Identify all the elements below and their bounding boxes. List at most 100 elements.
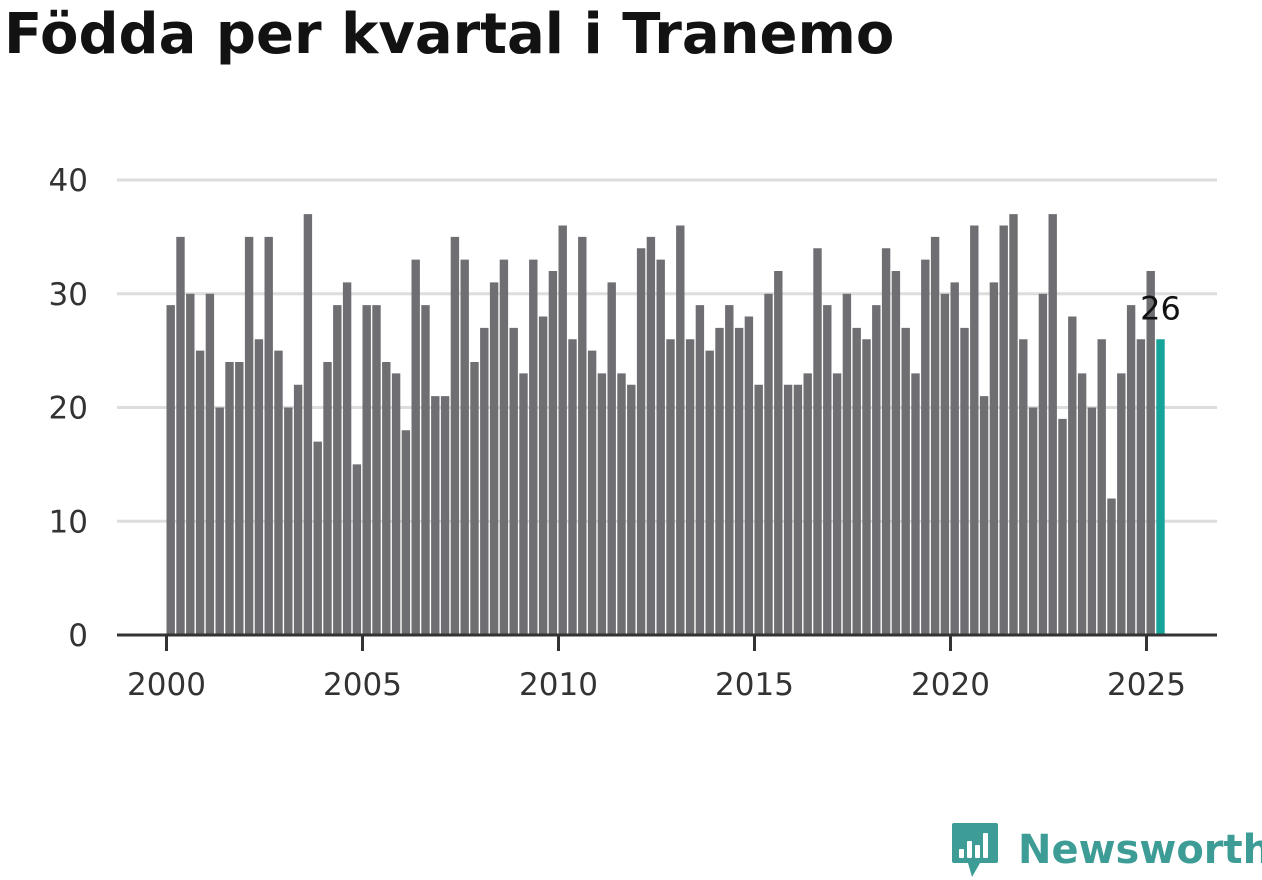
bar (852, 327, 861, 635)
bar (568, 339, 577, 635)
y-tick-label: 10 (49, 504, 88, 540)
bar (303, 214, 313, 635)
bar (715, 327, 724, 635)
bar (1048, 214, 1057, 635)
bar (617, 373, 626, 635)
bar (1058, 418, 1067, 635)
bar (725, 305, 734, 635)
bar (960, 327, 969, 635)
bar (597, 373, 607, 635)
bar (186, 293, 195, 635)
bar (1097, 339, 1106, 635)
y-tick-label: 20 (49, 391, 88, 427)
bar (313, 441, 322, 635)
bar (362, 305, 371, 635)
bar (705, 350, 714, 635)
bar (891, 271, 901, 635)
bar (333, 305, 342, 635)
bar (431, 396, 440, 635)
bar (166, 305, 175, 635)
bar (911, 373, 920, 635)
x-tick-label: 2015 (715, 667, 794, 703)
bar (1068, 316, 1077, 635)
bar (734, 327, 744, 635)
bar (940, 293, 950, 635)
bar (813, 248, 822, 635)
bar-highlight (1156, 339, 1165, 635)
x-tick-label: 2000 (127, 667, 206, 703)
brand-logo[interactable]: Newsworthy (950, 820, 1262, 880)
bar (803, 373, 812, 635)
bar (607, 282, 616, 635)
y-tick-label: 0 (68, 618, 88, 654)
bar (293, 384, 303, 635)
bar (274, 350, 283, 635)
bar (215, 407, 224, 635)
x-tick-label: 2025 (1107, 667, 1186, 703)
bar (764, 293, 773, 635)
bar (519, 373, 528, 635)
bar (1009, 214, 1018, 635)
bar (244, 236, 254, 635)
bar (656, 259, 665, 635)
bar (1117, 373, 1126, 635)
bar (999, 225, 1008, 635)
bar (284, 407, 293, 635)
bar (558, 225, 567, 635)
bar (205, 293, 215, 635)
brand-name: Newsworthy (1018, 827, 1262, 873)
bar (823, 305, 832, 635)
bar (1019, 339, 1028, 635)
bar (372, 305, 381, 635)
bar (666, 339, 675, 635)
bar (774, 271, 783, 635)
bar (587, 350, 597, 635)
y-axis: 0 10 20 30 40 (49, 163, 88, 654)
bar (979, 396, 989, 635)
newsworthy-chart-bubble-icon (952, 823, 998, 877)
bar (1038, 293, 1048, 635)
bar (950, 282, 959, 635)
bar (489, 282, 499, 635)
bar (636, 248, 646, 635)
bar-series (166, 214, 1165, 635)
bar (930, 236, 940, 635)
bar (264, 236, 273, 635)
x-tick-label: 2020 (911, 667, 990, 703)
bar (970, 225, 979, 635)
bar (754, 384, 763, 635)
bar (470, 362, 479, 635)
bar (1126, 305, 1136, 635)
bar (832, 373, 842, 635)
page-title: Födda per kvartal i Tranemo (4, 2, 895, 67)
bar (176, 236, 185, 635)
bar (391, 373, 401, 635)
bar (921, 259, 930, 635)
bar (450, 236, 460, 635)
bar (509, 327, 518, 635)
x-axis: 2000 2005 2010 2015 2020 2025 (117, 633, 1217, 703)
bar (872, 305, 881, 635)
bar (685, 339, 695, 635)
bar (901, 327, 910, 635)
bar (1077, 373, 1087, 635)
bar (480, 327, 489, 635)
bar (1028, 407, 1038, 635)
y-tick-label: 30 (49, 277, 88, 313)
bar (421, 305, 430, 635)
bar (342, 282, 352, 635)
bar (842, 293, 852, 635)
bar (676, 225, 685, 635)
bar (1136, 339, 1146, 635)
bar (235, 362, 244, 635)
bar (989, 282, 999, 635)
bar (352, 464, 362, 635)
bar (793, 384, 803, 635)
bar (195, 350, 205, 635)
bar (538, 316, 548, 635)
bar (382, 362, 391, 635)
bar (460, 259, 469, 635)
bar (254, 339, 264, 635)
bar (646, 236, 656, 635)
